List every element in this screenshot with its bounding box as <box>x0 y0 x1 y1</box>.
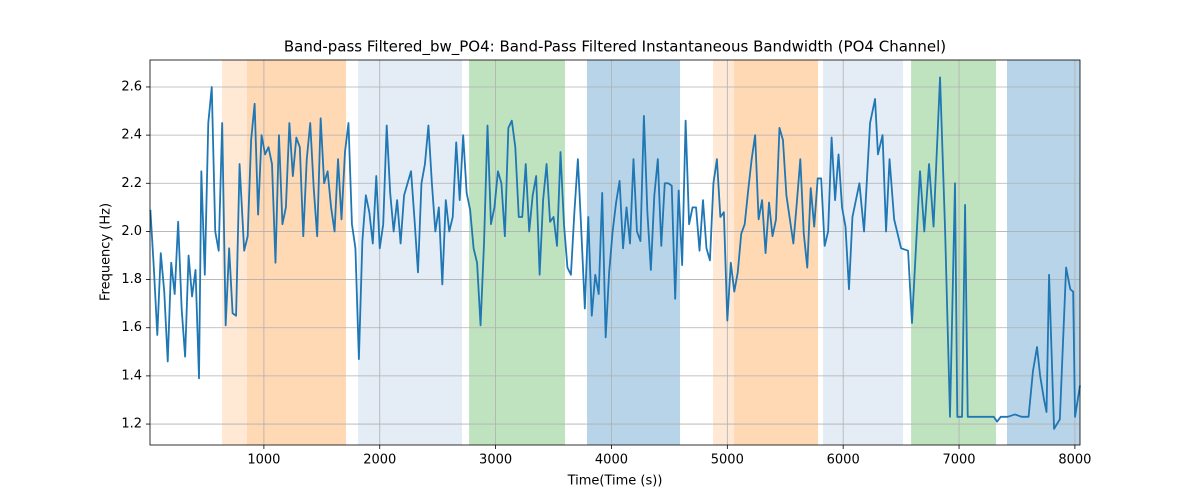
shaded-region <box>823 60 904 445</box>
y-tick-label: 2.2 <box>121 176 142 191</box>
y-tick-label: 2.4 <box>121 128 142 143</box>
y-tick-label: 2.6 <box>121 79 142 94</box>
x-tick-label: 7000 <box>942 453 975 468</box>
plot-frame <box>149 59 1081 446</box>
shaded-region <box>246 60 347 445</box>
chart-title: Band-pass Filtered_bw_PO4: Band-Pass Fil… <box>284 38 946 57</box>
y-tick-label: 1.6 <box>121 320 142 335</box>
x-tick-label: 2000 <box>363 453 396 468</box>
x-tick-label: 1000 <box>247 453 280 468</box>
y-tick-label: 1.2 <box>121 417 142 432</box>
x-tick-label: 6000 <box>827 453 860 468</box>
y-tick-label: 1.4 <box>121 368 142 383</box>
x-tick-label: 5000 <box>711 453 744 468</box>
shaded-region <box>1007 60 1080 445</box>
x-tick-label: 3000 <box>479 453 512 468</box>
data-line <box>149 76 1081 430</box>
shaded-region <box>222 60 247 445</box>
y-axis-label: Frequency (Hz) <box>99 203 114 301</box>
y-tick-label: 1.8 <box>121 272 142 287</box>
shaded-region <box>587 60 681 445</box>
x-axis-label: Time(Time (s)) <box>567 474 663 489</box>
shaded-region <box>713 60 735 445</box>
x-tick-label: 8000 <box>1058 453 1091 468</box>
shaded-region <box>469 60 566 445</box>
y-tick-label: 2.0 <box>121 224 142 239</box>
shaded-region <box>734 60 819 445</box>
shaded-region <box>358 60 463 445</box>
x-tick-label: 4000 <box>595 453 628 468</box>
